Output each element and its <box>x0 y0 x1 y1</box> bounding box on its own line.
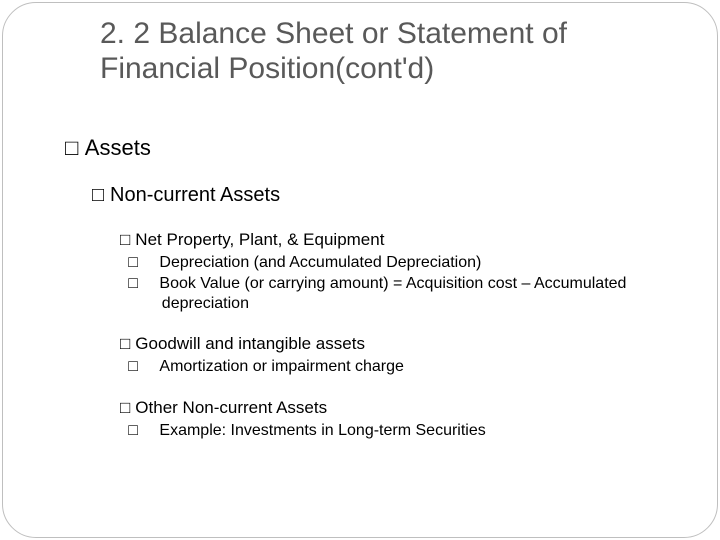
bullet-bookvalue-label: Book Value (or carrying amount) = Acquis… <box>159 275 626 312</box>
square-bullet-icon: □ <box>145 253 159 273</box>
bullet-bookvalue: □Book Value (or carrying amount) = Acqui… <box>145 274 660 313</box>
square-bullet-icon: □ <box>120 230 135 250</box>
bullet-assets: □Assets <box>65 135 151 161</box>
bullet-goodwill-label: Goodwill and intangible assets <box>135 334 365 353</box>
square-bullet-icon: □ <box>65 135 85 161</box>
bullet-example: □Example: Investments in Long-term Secur… <box>145 421 660 441</box>
square-bullet-icon: □ <box>145 357 159 377</box>
slide-title: 2. 2 Balance Sheet or Statement of Finan… <box>100 16 660 87</box>
square-bullet-icon: □ <box>145 274 159 294</box>
bullet-noncurrent: □Non-current Assets <box>92 184 280 207</box>
bullet-other-label: Other Non-current Assets <box>135 398 327 417</box>
bullet-assets-label: Assets <box>85 135 151 160</box>
square-bullet-icon: □ <box>145 421 159 441</box>
square-bullet-icon: □ <box>120 398 135 418</box>
bullet-ppe: □Net Property, Plant, & Equipment <box>120 230 384 250</box>
bullet-noncurrent-label: Non-current Assets <box>110 184 280 206</box>
bullet-amortization: □Amortization or impairment charge <box>145 357 660 377</box>
bullet-depreciation: □Depreciation (and Accumulated Depreciat… <box>145 253 660 273</box>
bullet-example-label: Example: Investments in Long-term Securi… <box>159 422 485 439</box>
square-bullet-icon: □ <box>92 184 110 207</box>
bullet-depreciation-label: Depreciation (and Accumulated Depreciati… <box>159 254 481 271</box>
bullet-goodwill: □Goodwill and intangible assets <box>120 334 365 354</box>
bullet-other: □Other Non-current Assets <box>120 398 327 418</box>
bullet-amortization-label: Amortization or impairment charge <box>159 358 404 375</box>
square-bullet-icon: □ <box>120 334 135 354</box>
bullet-ppe-label: Net Property, Plant, & Equipment <box>135 230 384 249</box>
